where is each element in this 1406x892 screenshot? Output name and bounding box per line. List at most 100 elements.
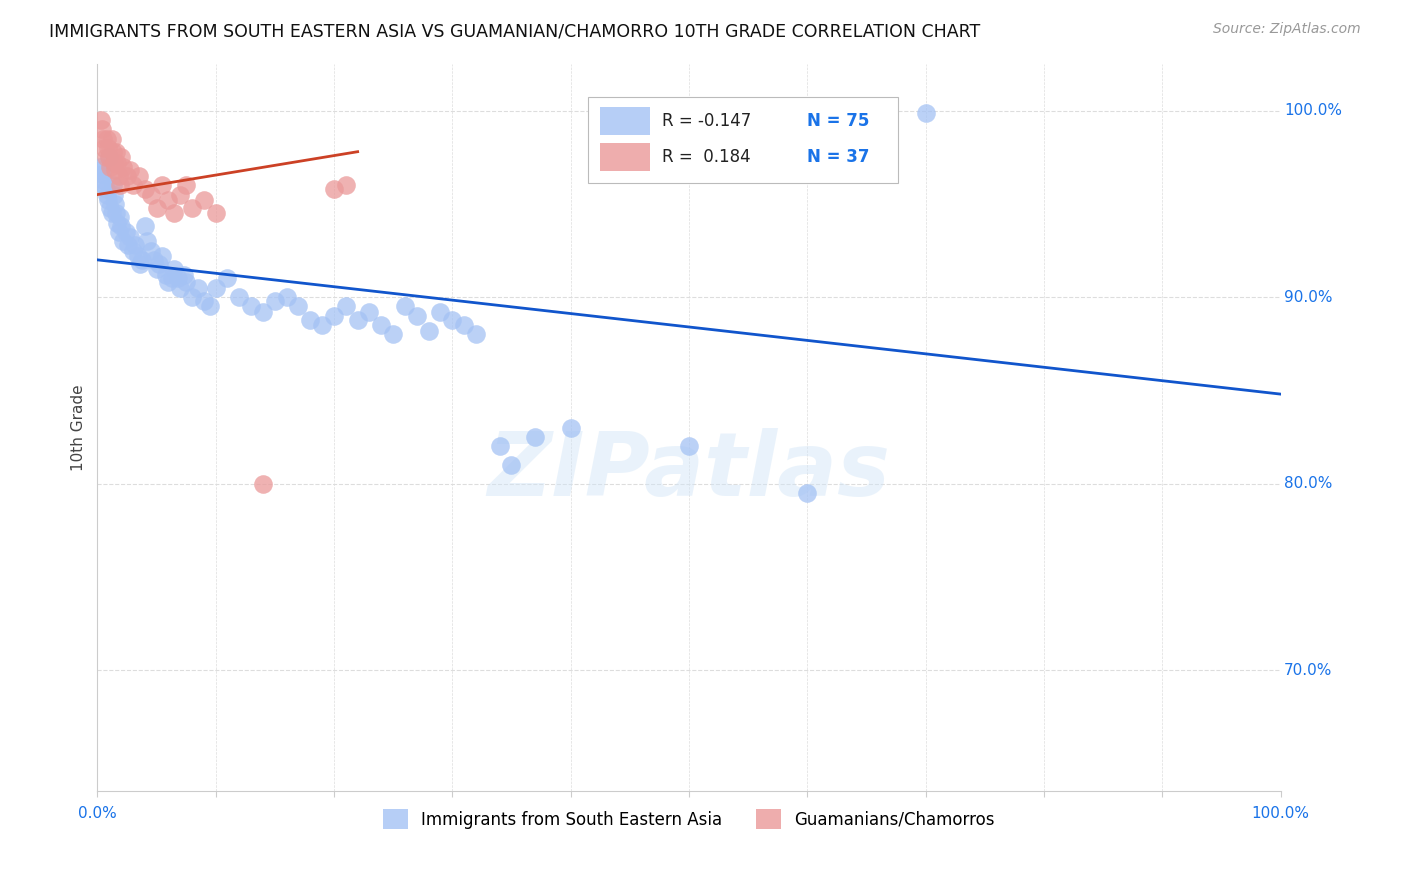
Point — [678, 439, 700, 453]
Point — [204, 281, 226, 295]
Point — [152, 249, 174, 263]
Point — [104, 197, 127, 211]
Point — [101, 178, 124, 193]
Point — [394, 300, 416, 314]
Text: R = -0.147: R = -0.147 — [662, 112, 751, 129]
Point — [90, 163, 112, 178]
Point — [187, 281, 209, 295]
Point — [107, 169, 129, 183]
Point — [145, 262, 167, 277]
Point — [157, 193, 180, 207]
Text: R =  0.184: R = 0.184 — [662, 148, 751, 166]
Point — [110, 219, 132, 234]
Point — [134, 219, 156, 234]
Point — [359, 305, 381, 319]
Point — [181, 201, 204, 215]
Point — [152, 178, 174, 193]
Point — [98, 160, 121, 174]
Text: 0.0%: 0.0% — [77, 806, 117, 822]
Point — [117, 238, 139, 252]
Point — [91, 172, 114, 186]
Point — [94, 182, 117, 196]
Point — [335, 178, 357, 193]
Point — [796, 486, 818, 500]
Point — [107, 216, 129, 230]
Point — [157, 275, 180, 289]
Point — [155, 268, 177, 282]
Bar — [600, 144, 650, 171]
Point — [101, 145, 124, 159]
Point — [148, 256, 170, 270]
Point — [91, 167, 114, 181]
Point — [127, 249, 149, 263]
Point — [488, 439, 510, 453]
Point — [198, 300, 221, 314]
Point — [193, 293, 215, 308]
Bar — [588, 97, 898, 183]
Point — [193, 193, 215, 207]
Point — [90, 113, 112, 128]
Text: Source: ZipAtlas.com: Source: ZipAtlas.com — [1213, 22, 1361, 37]
Point — [163, 206, 186, 220]
Point — [91, 131, 114, 145]
Point — [382, 327, 405, 342]
Text: 90.0%: 90.0% — [1284, 290, 1333, 305]
Point — [105, 206, 128, 220]
Point — [240, 300, 263, 314]
Point — [204, 206, 226, 220]
Point — [501, 458, 523, 472]
Text: 100.0%: 100.0% — [1251, 806, 1309, 822]
Point — [128, 169, 150, 183]
Point — [103, 156, 125, 170]
Point — [287, 300, 309, 314]
Point — [145, 201, 167, 215]
Point — [120, 163, 142, 178]
Point — [524, 430, 547, 444]
Text: 100.0%: 100.0% — [1284, 103, 1343, 118]
Point — [560, 420, 582, 434]
Point — [163, 262, 186, 277]
Point — [103, 187, 125, 202]
Point — [276, 290, 298, 304]
Point — [139, 187, 162, 202]
Point — [134, 182, 156, 196]
Point — [107, 156, 129, 170]
Point — [105, 145, 128, 159]
Bar — [600, 107, 650, 135]
Point — [97, 193, 120, 207]
Point — [143, 252, 166, 267]
Point — [263, 293, 285, 308]
Point — [115, 169, 138, 183]
Point — [97, 141, 120, 155]
Point — [114, 225, 136, 239]
Point — [868, 103, 890, 118]
Point — [110, 150, 132, 164]
Point — [166, 271, 188, 285]
Point — [228, 290, 250, 304]
Point — [93, 141, 115, 155]
Point — [100, 131, 122, 145]
Point — [160, 271, 183, 285]
Point — [124, 238, 146, 252]
Legend: Immigrants from South Eastern Asia, Guamanians/Chamorros: Immigrants from South Eastern Asia, Guam… — [377, 803, 1001, 835]
Point — [98, 201, 121, 215]
Text: IMMIGRANTS FROM SOUTH EASTERN ASIA VS GUAMANIAN/CHAMORRO 10TH GRADE CORRELATION : IMMIGRANTS FROM SOUTH EASTERN ASIA VS GU… — [49, 22, 980, 40]
Point — [169, 187, 191, 202]
Point — [335, 300, 357, 314]
Point — [131, 252, 153, 267]
Point — [418, 324, 440, 338]
Point — [112, 234, 135, 248]
Text: N = 75: N = 75 — [807, 112, 870, 129]
Point — [98, 150, 121, 164]
Point — [453, 318, 475, 332]
Point — [252, 305, 274, 319]
Point — [174, 178, 197, 193]
Point — [121, 244, 143, 258]
Text: 70.0%: 70.0% — [1284, 663, 1333, 678]
Point — [311, 318, 333, 332]
Point — [100, 206, 122, 220]
Text: N = 37: N = 37 — [807, 148, 870, 166]
Point — [96, 131, 118, 145]
Point — [120, 230, 142, 244]
Point — [112, 160, 135, 174]
